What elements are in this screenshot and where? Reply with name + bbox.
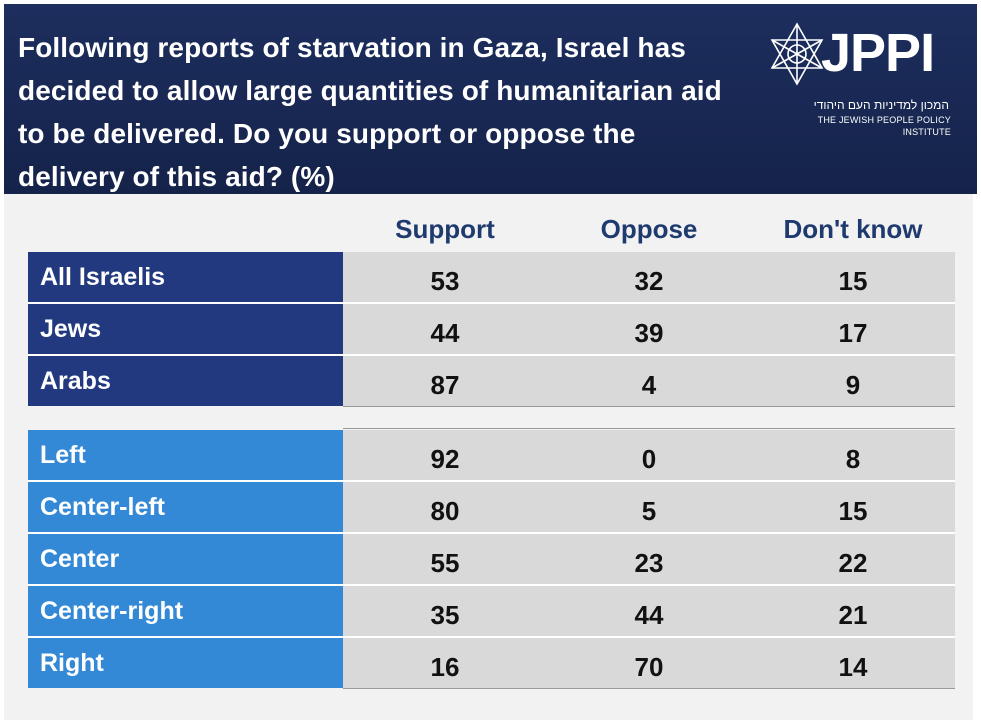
row-divider [28, 636, 955, 638]
row-divider [343, 688, 955, 689]
row-divider [28, 302, 955, 304]
row-label: Left [28, 430, 343, 480]
cell-oppose: 0 [641, 444, 657, 474]
logo-hebrew-name: המכון למדיניות העם היהודי [813, 98, 949, 112]
chart-title: Following reports of starvation in Gaza,… [18, 32, 722, 192]
table-row-left: Left 92 0 8 [28, 430, 958, 480]
column-header-don-t-know: Don't know [783, 214, 923, 244]
row-label: Center [28, 534, 343, 584]
table-row-center-right: Center-right 35 44 21 [28, 586, 958, 636]
table-row-arabs: Arabs 87 4 9 [28, 356, 958, 406]
cell-don-t-know: 14 [838, 652, 868, 682]
row-divider [28, 584, 955, 586]
row-label: Right [28, 638, 343, 688]
cell-support: 80 [430, 496, 460, 526]
table-row-right: Right 16 70 14 [28, 638, 958, 688]
row-divider [28, 532, 955, 534]
cell-support: 53 [430, 266, 460, 296]
row-cells: 80 5 15 [343, 482, 955, 532]
cell-oppose: 44 [634, 600, 664, 630]
row-divider [343, 406, 955, 407]
row-cells: 16 70 14 [343, 638, 955, 688]
row-cells: 87 4 9 [343, 356, 955, 406]
cell-don-t-know: 15 [838, 496, 868, 526]
column-header-oppose: Oppose [600, 214, 698, 244]
cell-oppose: 23 [634, 548, 664, 578]
header-banner: Following reports of starvation in Gaza,… [4, 4, 977, 194]
table-row-center-left: Center-left 80 5 15 [28, 482, 958, 532]
row-divider [343, 428, 955, 429]
row-label: Center-right [28, 586, 343, 636]
cell-don-t-know: 22 [838, 548, 868, 578]
row-label: Jews [28, 304, 343, 354]
column-header-support: Support [395, 214, 495, 244]
cell-oppose: 4 [641, 370, 657, 400]
cell-oppose: 70 [634, 652, 664, 682]
cell-support: 16 [430, 652, 460, 682]
jppi-logo: JPPI המכון למדיניות העם היהודי THE JEWIS… [769, 20, 959, 137]
cell-don-t-know: 9 [845, 370, 861, 400]
row-cells: 55 23 22 [343, 534, 955, 584]
cell-support: 87 [430, 370, 460, 400]
cell-oppose: 39 [634, 318, 664, 348]
star-of-david-icon [770, 22, 824, 86]
row-label: Center-left [28, 482, 343, 532]
row-cells: 92 0 8 [343, 430, 955, 480]
logo-english-name: THE JEWISH PEOPLE POLICY INSTITUTE [817, 115, 951, 137]
table-row-center: Center 55 23 22 [28, 534, 958, 584]
logo-wordmark: JPPI [821, 23, 935, 83]
table-row-jews: Jews 44 39 17 [28, 304, 958, 354]
cell-don-t-know: 21 [838, 600, 868, 630]
cell-oppose: 5 [641, 496, 657, 526]
cell-don-t-know: 8 [845, 444, 861, 474]
cell-don-t-know: 15 [838, 266, 868, 296]
row-cells: 53 32 15 [343, 252, 955, 302]
cell-oppose: 32 [634, 266, 664, 296]
cell-support: 44 [430, 318, 460, 348]
row-label: All Israelis [28, 252, 343, 302]
cell-don-t-know: 17 [838, 318, 868, 348]
row-divider [28, 354, 955, 356]
cell-support: 35 [430, 600, 460, 630]
table-row-all-israelis: All Israelis 53 32 15 [28, 252, 958, 302]
cell-support: 92 [430, 444, 460, 474]
row-label: Arabs [28, 356, 343, 406]
row-cells: 35 44 21 [343, 586, 955, 636]
row-cells: 44 39 17 [343, 304, 955, 354]
row-divider [28, 480, 955, 482]
cell-support: 55 [430, 548, 460, 578]
